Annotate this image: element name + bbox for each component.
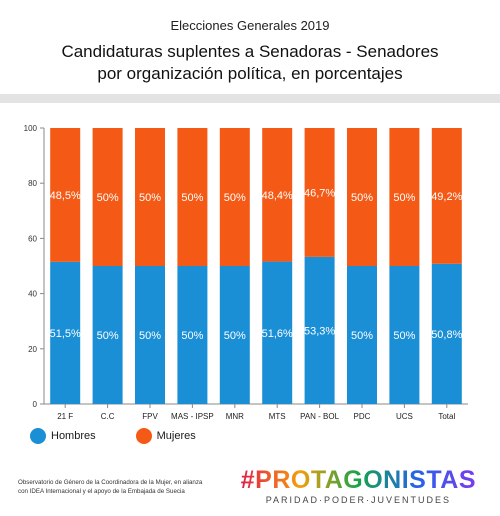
legend-swatch-men [30,428,46,444]
x-tick-label: MAS - IPSP [171,412,214,420]
x-tick-label: PDC [354,412,371,420]
data-label-men: 50% [97,330,119,342]
x-tick-label: 21 F [57,412,73,420]
data-label-women: 49,2% [431,191,462,203]
brand-name: #PROTAGONISTAS [240,466,476,494]
data-label-men: 53,3% [304,325,335,337]
bar-women [389,128,420,266]
x-tick-label: FPV [142,412,158,420]
brand-logo: #PROTAGONISTAS PARIDAD·PODER·JUVENTUDES [241,466,476,505]
bar-men [177,266,208,404]
legend-item-men: Hombres [30,428,96,444]
bar-men [219,266,250,404]
data-label-men: 50% [224,330,246,342]
bar-men [347,266,377,404]
data-label-men: 50% [393,330,415,342]
source-line-2: con IDEA Internacional y el apoyo de la … [18,488,185,495]
chart-title-line-2: por organización política, en porcentaje… [97,64,403,83]
data-label-men: 50,8% [431,329,462,341]
bar-women [304,128,335,257]
x-tick-label: C.C [101,412,115,420]
bar-women [347,128,377,266]
bar-men [262,261,293,404]
x-tick-label: PAN - BOL [300,412,340,420]
bar-women [262,128,293,262]
bar-women [50,128,81,262]
chart-legend: Hombres Mujeres [30,428,236,444]
source-note: Observatorio de Género de la Coordinador… [18,478,248,496]
bar-women [177,128,208,266]
data-label-men: 51,6% [262,328,293,340]
x-tick-label: MTS [269,412,286,420]
bar-women [92,128,123,266]
chart-title-line-1: Candidaturas suplentes a Senadoras - Sen… [61,42,439,61]
data-label-women: 46,7% [304,187,335,199]
data-label-women: 50% [224,192,246,204]
data-label-men: 50% [139,330,161,342]
chart-header: Elecciones Generales 2019 Candidaturas s… [0,18,500,85]
x-tick-label: UCS [396,412,413,420]
y-tick-label: 40 [28,290,37,299]
bar-women [431,128,462,264]
data-label-women: 50% [139,192,161,204]
bar-men [389,266,420,404]
data-label-women: 50% [181,192,203,204]
source-line-1: Observatorio de Género de la Coordinador… [18,479,203,486]
bar-women [219,128,250,266]
legend-swatch-women [135,428,152,444]
data-label-men: 50% [351,330,373,342]
y-tick-label: 100 [24,124,38,133]
y-tick-label: 60 [28,234,37,243]
data-label-women: 50% [393,192,415,204]
data-label-women: 50% [351,192,373,204]
header-divider [0,94,500,103]
legend-item-women: Mujeres [135,428,196,444]
data-label-women: 48,5% [50,190,81,202]
bar-men [431,263,462,404]
bar-men [135,266,165,404]
chart-supertitle: Elecciones Generales 2019 [170,18,330,33]
legend-label-men: Hombres [51,430,96,442]
x-tick-label: Total [438,412,455,420]
data-label-men: 50% [181,330,203,342]
y-tick-label: 80 [28,179,37,188]
brand-tagline: PARIDAD·PODER·JUVENTUDES [265,495,452,505]
stacked-bar-chart: 0 20 40 60 80 100 51,5% 48,5% 21 F 50% 50% C.C 50% 50… [24,124,468,420]
bar-women [135,128,165,266]
y-tick-label: 0 [33,400,38,409]
legend-label-women: Mujeres [156,430,196,442]
y-tick-label: 20 [28,345,37,354]
data-label-women: 48,4% [262,190,293,202]
bar-men [92,266,123,404]
bar-men [50,261,81,404]
data-label-women: 50% [97,192,119,204]
bar-men [304,256,335,404]
x-tick-label: MNR [226,412,244,420]
data-label-men: 51,5% [50,328,81,340]
